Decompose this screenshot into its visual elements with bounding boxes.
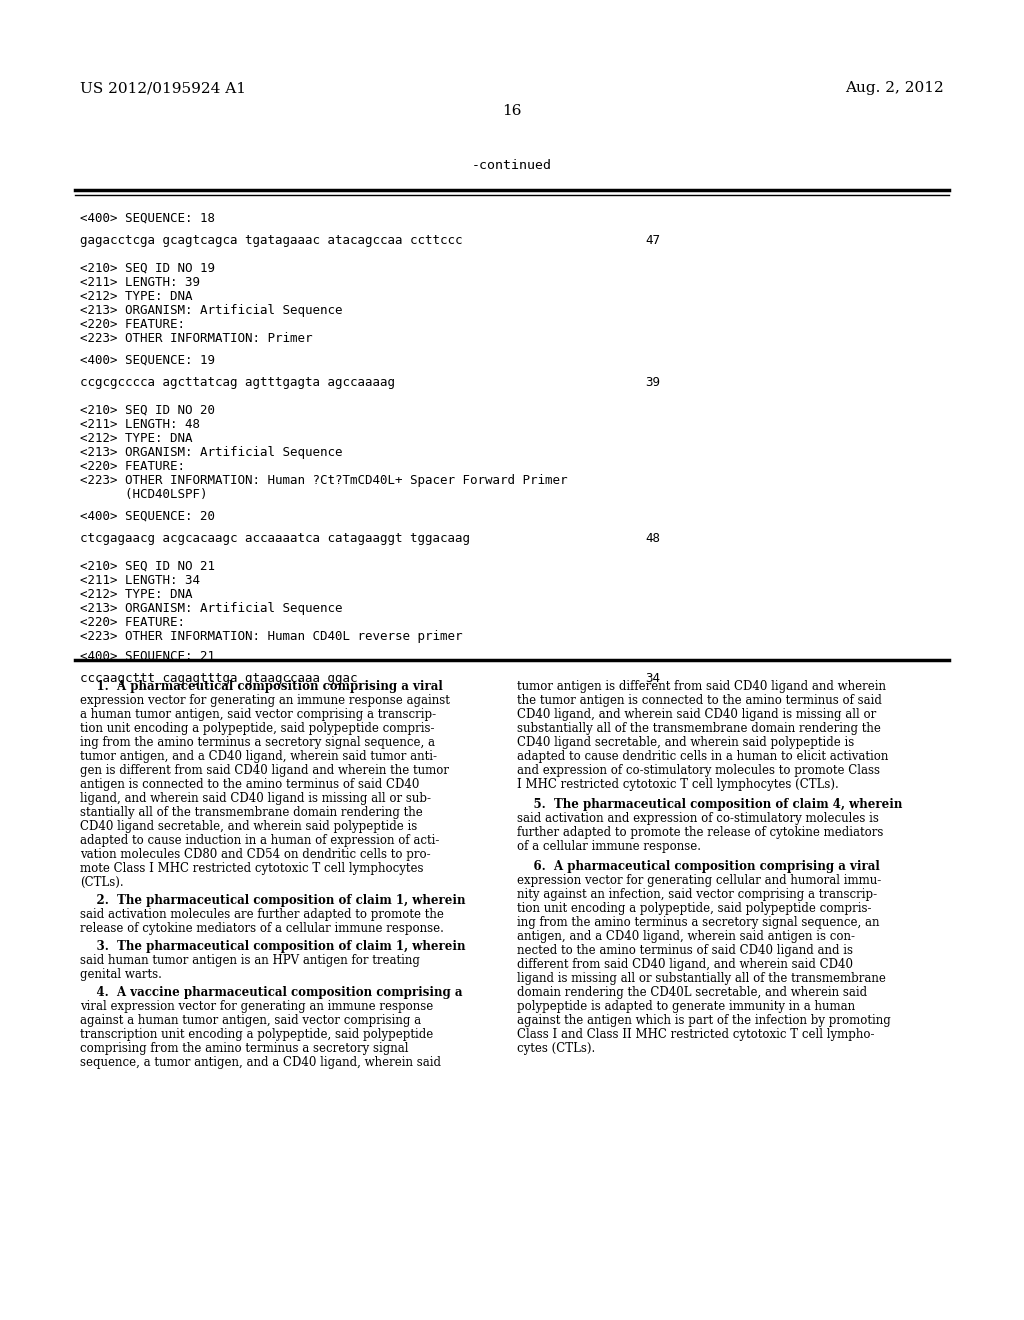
Text: CD40 ligand secretable, and wherein said polypeptide is: CD40 ligand secretable, and wherein said… <box>80 820 417 833</box>
Text: expression vector for generating an immune response against: expression vector for generating an immu… <box>80 694 450 708</box>
Text: 6.  A pharmaceutical composition comprising a viral: 6. A pharmaceutical composition comprisi… <box>517 861 880 873</box>
Text: stantially all of the transmembrane domain rendering the: stantially all of the transmembrane doma… <box>80 807 423 818</box>
Text: <210> SEQ ID NO 19: <210> SEQ ID NO 19 <box>80 261 215 275</box>
Text: <223> OTHER INFORMATION: Primer: <223> OTHER INFORMATION: Primer <box>80 333 312 345</box>
Text: <210> SEQ ID NO 21: <210> SEQ ID NO 21 <box>80 560 215 573</box>
Text: 48: 48 <box>645 532 660 545</box>
Text: 39: 39 <box>645 376 660 389</box>
Text: against the antigen which is part of the infection by promoting: against the antigen which is part of the… <box>517 1014 891 1027</box>
Text: polypeptide is adapted to generate immunity in a human: polypeptide is adapted to generate immun… <box>517 1001 855 1012</box>
Text: further adapted to promote the release of cytokine mediators: further adapted to promote the release o… <box>517 826 884 840</box>
Text: ctcgagaacg acgcacaagc accaaaatca catagaaggt tggacaag: ctcgagaacg acgcacaagc accaaaatca catagaa… <box>80 532 470 545</box>
Text: I MHC restricted cytotoxic T cell lymphocytes (CTLs).: I MHC restricted cytotoxic T cell lympho… <box>517 777 839 791</box>
Text: CD40 ligand secretable, and wherein said polypeptide is: CD40 ligand secretable, and wherein said… <box>517 737 854 748</box>
Text: antigen is connected to the amino terminus of said CD40: antigen is connected to the amino termin… <box>80 777 420 791</box>
Text: <211> LENGTH: 39: <211> LENGTH: 39 <box>80 276 200 289</box>
Text: <400> SEQUENCE: 21: <400> SEQUENCE: 21 <box>80 649 215 663</box>
Text: <400> SEQUENCE: 19: <400> SEQUENCE: 19 <box>80 354 215 367</box>
Text: tumor antigen is different from said CD40 ligand and wherein: tumor antigen is different from said CD4… <box>517 680 886 693</box>
Text: <220> FEATURE:: <220> FEATURE: <box>80 318 185 331</box>
Text: antigen, and a CD40 ligand, wherein said antigen is con-: antigen, and a CD40 ligand, wherein said… <box>517 931 855 942</box>
Text: cytes (CTLs).: cytes (CTLs). <box>517 1041 595 1055</box>
Text: said activation molecules are further adapted to promote the: said activation molecules are further ad… <box>80 908 443 921</box>
Text: domain rendering the CD40L secretable, and wherein said: domain rendering the CD40L secretable, a… <box>517 986 867 999</box>
Text: cccaagcttt cagagtttga gtaagccaaa ggac: cccaagcttt cagagtttga gtaagccaaa ggac <box>80 672 357 685</box>
Text: 47: 47 <box>645 234 660 247</box>
Text: expression vector for generating cellular and humoral immu-: expression vector for generating cellula… <box>517 874 882 887</box>
Text: 16: 16 <box>502 104 522 117</box>
Text: release of cytokine mediators of a cellular immune response.: release of cytokine mediators of a cellu… <box>80 921 443 935</box>
Text: <211> LENGTH: 34: <211> LENGTH: 34 <box>80 574 200 587</box>
Text: ligand, and wherein said CD40 ligand is missing all or sub-: ligand, and wherein said CD40 ligand is … <box>80 792 431 805</box>
Text: 5.  The pharmaceutical composition of claim 4, wherein: 5. The pharmaceutical composition of cla… <box>517 799 902 810</box>
Text: transcription unit encoding a polypeptide, said polypeptide: transcription unit encoding a polypeptid… <box>80 1028 433 1041</box>
Text: tion unit encoding a polypeptide, said polypeptide compris-: tion unit encoding a polypeptide, said p… <box>80 722 434 735</box>
Text: <211> LENGTH: 48: <211> LENGTH: 48 <box>80 418 200 432</box>
Text: ligand is missing all or substantially all of the transmembrane: ligand is missing all or substantially a… <box>517 972 886 985</box>
Text: (CTLs).: (CTLs). <box>80 876 124 888</box>
Text: vation molecules CD80 and CD54 on dendritic cells to pro-: vation molecules CD80 and CD54 on dendri… <box>80 847 431 861</box>
Text: tumor antigen, and a CD40 ligand, wherein said tumor anti-: tumor antigen, and a CD40 ligand, wherei… <box>80 750 437 763</box>
Text: a human tumor antigen, said vector comprising a transcrip-: a human tumor antigen, said vector compr… <box>80 708 436 721</box>
Text: 1.  A pharmaceutical composition comprising a viral: 1. A pharmaceutical composition comprisi… <box>80 680 442 693</box>
Text: tion unit encoding a polypeptide, said polypeptide compris-: tion unit encoding a polypeptide, said p… <box>517 902 871 915</box>
Text: different from said CD40 ligand, and wherein said CD40: different from said CD40 ligand, and whe… <box>517 958 853 972</box>
Text: (HCD40LSPF): (HCD40LSPF) <box>80 488 208 502</box>
Text: ing from the amino terminus a secretory signal sequence, a: ing from the amino terminus a secretory … <box>80 737 435 748</box>
Text: <213> ORGANISM: Artificial Sequence: <213> ORGANISM: Artificial Sequence <box>80 304 342 317</box>
Text: gagacctcga gcagtcagca tgatagaaac atacagccaa ccttccc: gagacctcga gcagtcagca tgatagaaac atacagc… <box>80 234 463 247</box>
Text: nected to the amino terminus of said CD40 ligand and is: nected to the amino terminus of said CD4… <box>517 944 853 957</box>
Text: 3.  The pharmaceutical composition of claim 1, wherein: 3. The pharmaceutical composition of cla… <box>80 940 466 953</box>
Text: substantially all of the transmembrane domain rendering the: substantially all of the transmembrane d… <box>517 722 881 735</box>
Text: ing from the amino terminus a secretory signal sequence, an: ing from the amino terminus a secretory … <box>517 916 880 929</box>
Text: adapted to cause dendritic cells in a human to elicit activation: adapted to cause dendritic cells in a hu… <box>517 750 889 763</box>
Text: US 2012/0195924 A1: US 2012/0195924 A1 <box>80 81 246 95</box>
Text: Aug. 2, 2012: Aug. 2, 2012 <box>845 81 944 95</box>
Text: comprising from the amino terminus a secretory signal: comprising from the amino terminus a sec… <box>80 1041 409 1055</box>
Text: <212> TYPE: DNA: <212> TYPE: DNA <box>80 432 193 445</box>
Text: adapted to cause induction in a human of expression of acti-: adapted to cause induction in a human of… <box>80 834 439 847</box>
Text: the tumor antigen is connected to the amino terminus of said: the tumor antigen is connected to the am… <box>517 694 882 708</box>
Text: <213> ORGANISM: Artificial Sequence: <213> ORGANISM: Artificial Sequence <box>80 602 342 615</box>
Text: CD40 ligand, and wherein said CD40 ligand is missing all or: CD40 ligand, and wherein said CD40 ligan… <box>517 708 877 721</box>
Text: <223> OTHER INFORMATION: Human ?Ct?TmCD40L+ Spacer Forward Primer: <223> OTHER INFORMATION: Human ?Ct?TmCD4… <box>80 474 567 487</box>
Text: 2.  The pharmaceutical composition of claim 1, wherein: 2. The pharmaceutical composition of cla… <box>80 894 466 907</box>
Text: viral expression vector for generating an immune response: viral expression vector for generating a… <box>80 1001 433 1012</box>
Text: <213> ORGANISM: Artificial Sequence: <213> ORGANISM: Artificial Sequence <box>80 446 342 459</box>
Text: and expression of co-stimulatory molecules to promote Class: and expression of co-stimulatory molecul… <box>517 764 880 777</box>
Text: <400> SEQUENCE: 20: <400> SEQUENCE: 20 <box>80 510 215 523</box>
Text: <223> OTHER INFORMATION: Human CD40L reverse primer: <223> OTHER INFORMATION: Human CD40L rev… <box>80 630 463 643</box>
Text: <212> TYPE: DNA: <212> TYPE: DNA <box>80 587 193 601</box>
Text: <220> FEATURE:: <220> FEATURE: <box>80 616 185 630</box>
Text: gen is different from said CD40 ligand and wherein the tumor: gen is different from said CD40 ligand a… <box>80 764 449 777</box>
Text: 34: 34 <box>645 672 660 685</box>
Text: of a cellular immune response.: of a cellular immune response. <box>517 840 701 853</box>
Text: 4.  A vaccine pharmaceutical composition comprising a: 4. A vaccine pharmaceutical composition … <box>80 986 463 999</box>
Text: <212> TYPE: DNA: <212> TYPE: DNA <box>80 290 193 304</box>
Text: ccgcgcccca agcttatcag agtttgagta agccaaaag: ccgcgcccca agcttatcag agtttgagta agccaaa… <box>80 376 395 389</box>
Text: <220> FEATURE:: <220> FEATURE: <box>80 459 185 473</box>
Text: <210> SEQ ID NO 20: <210> SEQ ID NO 20 <box>80 404 215 417</box>
Text: genital warts.: genital warts. <box>80 968 162 981</box>
Text: said human tumor antigen is an HPV antigen for treating: said human tumor antigen is an HPV antig… <box>80 954 420 968</box>
Text: -continued: -continued <box>472 158 552 172</box>
Text: nity against an infection, said vector comprising a transcrip-: nity against an infection, said vector c… <box>517 888 878 902</box>
Text: mote Class I MHC restricted cytotoxic T cell lymphocytes: mote Class I MHC restricted cytotoxic T … <box>80 862 424 875</box>
Text: sequence, a tumor antigen, and a CD40 ligand, wherein said: sequence, a tumor antigen, and a CD40 li… <box>80 1056 441 1069</box>
Text: said activation and expression of co-stimulatory molecules is: said activation and expression of co-sti… <box>517 812 879 825</box>
Text: against a human tumor antigen, said vector comprising a: against a human tumor antigen, said vect… <box>80 1014 421 1027</box>
Text: <400> SEQUENCE: 18: <400> SEQUENCE: 18 <box>80 213 215 224</box>
Text: Class I and Class II MHC restricted cytotoxic T cell lympho-: Class I and Class II MHC restricted cyto… <box>517 1028 874 1041</box>
